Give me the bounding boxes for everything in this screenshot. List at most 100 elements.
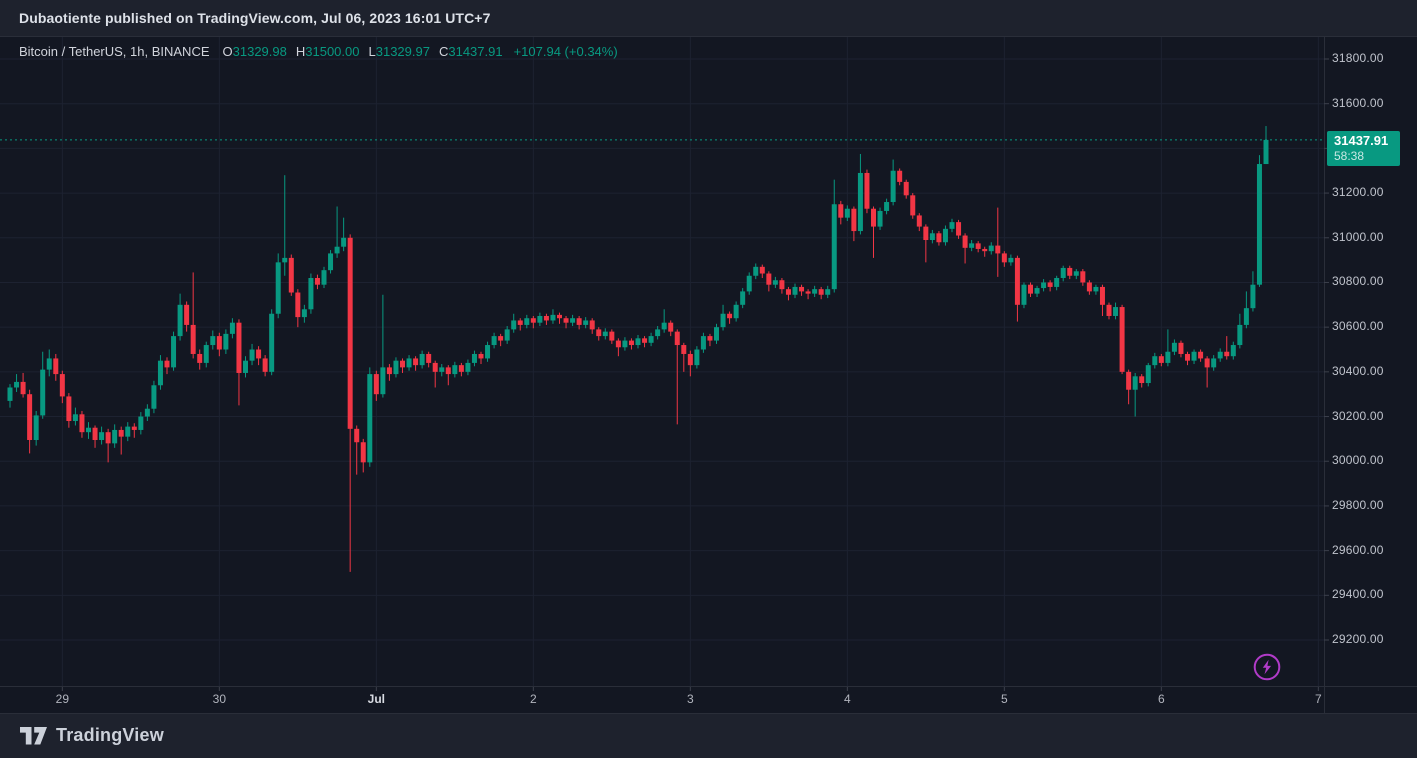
candle: [79, 410, 85, 438]
candle: [498, 333, 504, 347]
time-axis-label: 30: [212, 692, 226, 706]
candle: [1008, 254, 1014, 266]
candle: [301, 304, 307, 323]
candle: [171, 331, 177, 371]
candle: [851, 206, 857, 242]
ohlc-high: H31500.00: [295, 44, 360, 59]
time-axis-label: 2: [529, 692, 537, 706]
time-axis-label: 7: [1314, 692, 1322, 706]
candle: [46, 349, 52, 377]
candle: [1230, 341, 1236, 360]
candle: [877, 207, 883, 230]
legend: Bitcoin / TetherUS, 1h, BINANCE O31329.9…: [19, 44, 618, 59]
candle: [1067, 265, 1073, 280]
lightning-bolt-icon: [1262, 659, 1272, 675]
candle: [439, 364, 445, 377]
candle: [818, 286, 824, 300]
candle: [452, 361, 458, 378]
candle: [92, 425, 98, 448]
candle: [1047, 280, 1053, 292]
candle: [125, 422, 131, 442]
candle: [1152, 352, 1158, 369]
candle: [354, 425, 360, 475]
time-axis[interactable]: 29 30 Jul 2 3 4 5 6 7: [0, 686, 1324, 714]
candle: [7, 384, 13, 408]
time-axis-label: Jul: [367, 692, 385, 706]
ohlc-close: C31437.91: [438, 44, 503, 59]
candle: [753, 263, 759, 280]
candle: [687, 350, 693, 377]
candle: [1054, 275, 1060, 291]
tradingview-logo-icon[interactable]: [20, 727, 47, 745]
candle: [1191, 349, 1197, 365]
price-axis-label: 29600.00: [1332, 542, 1384, 557]
candle: [249, 343, 255, 366]
candle: [949, 218, 955, 233]
candle: [105, 428, 111, 463]
candle: [910, 193, 916, 219]
last-price-tag: 31437.91 58:38: [1327, 131, 1400, 166]
candle: [269, 309, 275, 376]
tradingview-brand[interactable]: TradingView: [56, 725, 164, 745]
price-axis-label: 30000.00: [1332, 453, 1384, 468]
candle: [975, 241, 981, 253]
candle: [916, 213, 922, 232]
candle: [831, 179, 837, 293]
candle: [537, 312, 543, 327]
candle: [1139, 374, 1145, 388]
candle: [1126, 369, 1132, 405]
candle: [40, 351, 46, 419]
price-axis-label: 29200.00: [1332, 632, 1384, 646]
chart-widget[interactable]: Bitcoin / TetherUS, 1h, BINANCE O31329.9…: [0, 36, 1417, 714]
candle: [229, 318, 235, 339]
candle: [72, 407, 78, 426]
candle: [66, 393, 72, 428]
candle: [825, 285, 831, 299]
candle: [923, 224, 929, 263]
candle: [1204, 356, 1210, 388]
candle: [243, 356, 249, 378]
candle: [1028, 282, 1034, 297]
candle: [1198, 349, 1204, 362]
price-axis-label: 31800.00: [1332, 51, 1384, 65]
price-axis[interactable]: 31800.00 31600.00 31200.00 31000.00 30800.00…: [1325, 36, 1417, 686]
candle: [1165, 329, 1171, 367]
candle: [714, 323, 720, 344]
candle: [256, 346, 262, 366]
candle: [563, 315, 569, 329]
candle: [956, 219, 962, 239]
candle: [262, 355, 268, 377]
candle: [857, 153, 863, 235]
candle: [334, 206, 340, 258]
candle: [491, 332, 497, 349]
candle: [674, 329, 680, 425]
candle: [668, 320, 674, 337]
time-axis-label: 3: [686, 692, 694, 706]
candle: [1217, 348, 1223, 362]
candle: [210, 330, 216, 350]
candle: [1041, 279, 1047, 292]
ohlc-low: L31329.97: [368, 44, 430, 59]
candle: [871, 206, 877, 258]
price-axis-label: 31600.00: [1332, 95, 1384, 110]
candle: [164, 357, 170, 375]
candle: [445, 365, 451, 386]
candle: [426, 351, 432, 368]
candle: [543, 313, 549, 325]
candle: [962, 233, 968, 264]
time-axis-label: 6: [1157, 692, 1165, 706]
price-axis-label: 31000.00: [1332, 229, 1384, 244]
candle: [530, 315, 536, 329]
candle: [772, 276, 778, 289]
candle: [53, 353, 59, 381]
candle: [511, 313, 517, 333]
candle: [890, 159, 896, 206]
price-axis-label: 30200.00: [1332, 408, 1384, 423]
header-text: Dubaotiente published on TradingView.com…: [19, 10, 491, 26]
flash-icon[interactable]: [1252, 652, 1282, 682]
candle: [504, 326, 510, 344]
candle: [720, 304, 726, 331]
candle: [759, 264, 765, 278]
